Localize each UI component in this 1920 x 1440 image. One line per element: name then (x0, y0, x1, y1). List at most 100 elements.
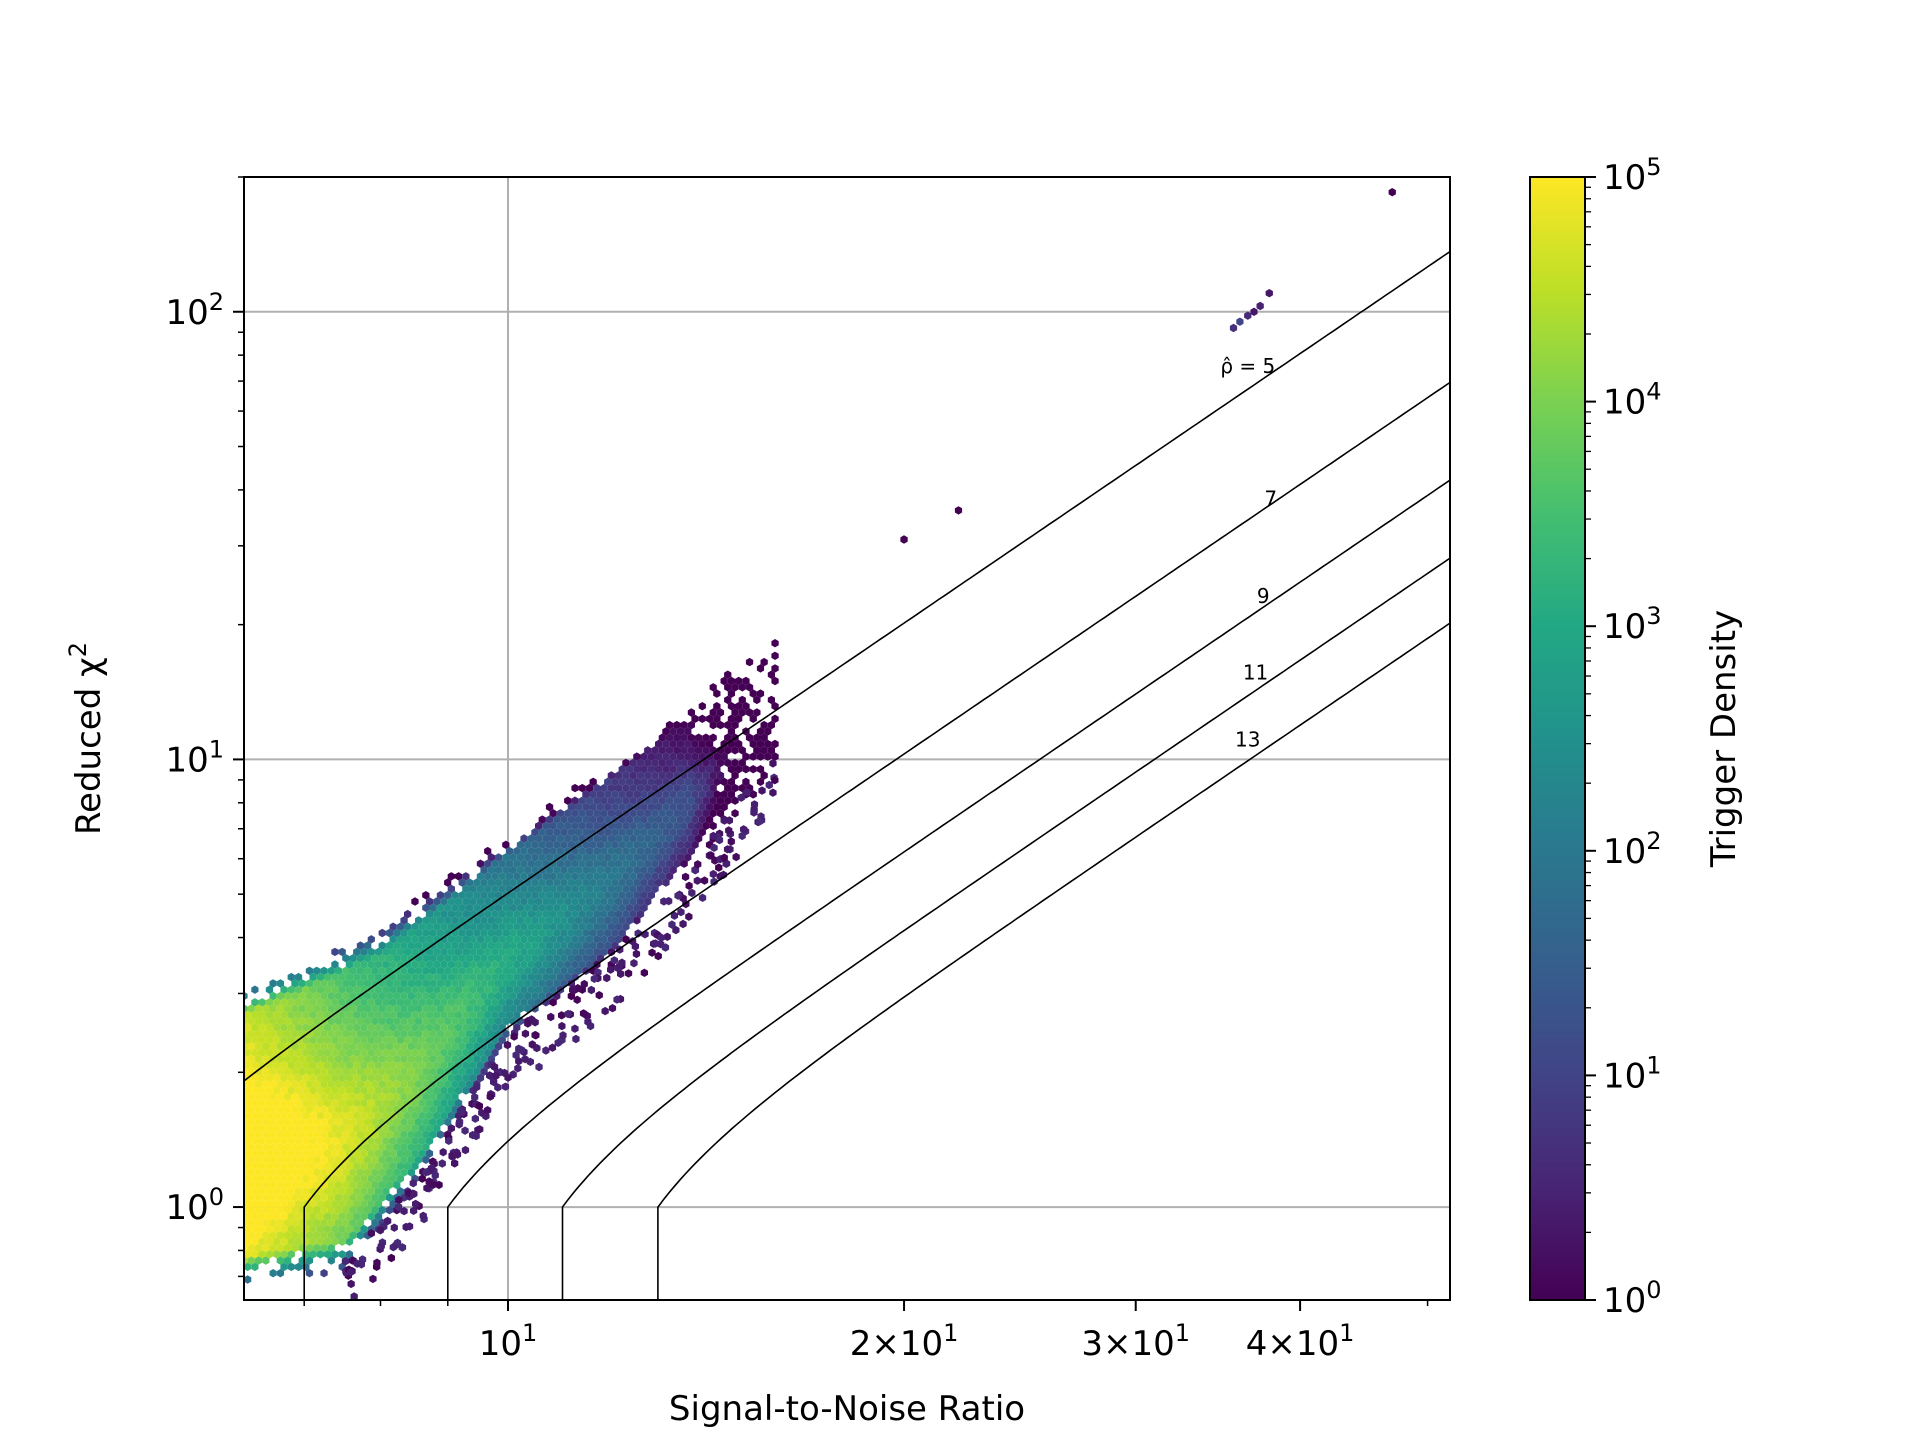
tick-label: 101 (479, 1319, 538, 1364)
hexbin-cell (287, 1073, 295, 1083)
hexbin-cell (593, 821, 601, 831)
hexbin-cell (625, 765, 634, 774)
hexbin-cell (716, 771, 725, 780)
hexbin-cell (473, 903, 481, 912)
hexbin-cell (575, 802, 583, 812)
hexbin-cell (342, 1143, 350, 1152)
hexbin-cell (669, 840, 677, 849)
hexbin-cell (651, 884, 659, 894)
hexbin-cell (356, 1231, 364, 1240)
hexbin-cell (498, 922, 506, 931)
hexbin-cell (705, 777, 714, 786)
hexbin-cell (476, 1061, 485, 1070)
hexbin-cell (731, 771, 739, 780)
hexbin-cell (742, 765, 750, 774)
hexbin-cell (349, 1105, 357, 1114)
hexbin-cell (618, 891, 626, 900)
hexbin-cell (760, 657, 768, 667)
hexbin-cell (331, 960, 339, 969)
hexbin-cell (298, 1168, 306, 1177)
hexbin-cell (684, 853, 692, 862)
hexbin-cell (611, 916, 619, 925)
hexbin-cell (247, 1029, 255, 1038)
hexbin-cell (331, 947, 339, 957)
hexbin-cell (320, 1042, 328, 1051)
hexbin-cell (385, 1067, 394, 1076)
hexbin-cell (633, 865, 641, 875)
hexbin-cell (502, 966, 510, 975)
hexbin-cell (676, 802, 685, 812)
hexbin-cell (738, 708, 746, 717)
hexbin-cell (502, 1004, 510, 1013)
hexbin-cell (756, 727, 765, 736)
hexbin-cell (476, 960, 485, 969)
hexbin-cell (487, 1017, 495, 1026)
hexbin-cell (633, 891, 641, 900)
x-axis-ticks: 101 2×101 3×101 4×101 (303, 1300, 1429, 1364)
hexbin-cell (433, 897, 441, 906)
hexbin-cell (615, 834, 623, 843)
hexbin-cell (269, 1029, 277, 1038)
hexbin-cell (287, 1149, 295, 1158)
hexbin-cell (345, 1212, 354, 1221)
hexbin-cell (495, 966, 503, 975)
hexbin-cell (320, 1067, 328, 1076)
hexbin-cell (410, 1189, 418, 1199)
hexbin-cell (294, 1237, 303, 1246)
hexbin-cell (415, 1143, 423, 1152)
hexbin-cell (676, 727, 685, 736)
hexbin-cell (684, 752, 692, 761)
hexbin-cell (269, 1092, 277, 1101)
hexbin-cell (625, 878, 634, 887)
hexbin-cell (254, 1218, 263, 1227)
hexbin-cell (564, 884, 572, 894)
hexbin-cell (451, 1029, 459, 1038)
hexbin-cell (662, 865, 670, 875)
hexbin-cell (567, 840, 575, 849)
hexbin-cell (280, 1048, 288, 1057)
hexbin-cell (582, 828, 590, 837)
hexbin-cell (582, 865, 590, 875)
hexbin-cell (258, 1111, 266, 1120)
hexbin-cell (713, 802, 721, 812)
hexbin-cell (709, 771, 717, 780)
hexbin-cell (338, 972, 346, 982)
hexbin-cell (393, 1180, 401, 1190)
hexbin-cell (528, 1040, 536, 1049)
hexbin-cell (244, 1098, 252, 1108)
hexbin-cell (349, 1017, 357, 1026)
hexbin-cell (258, 1149, 266, 1158)
hexbin-cell (458, 979, 466, 988)
hexbin-cell (475, 1101, 483, 1111)
hexbin-cell (611, 903, 619, 912)
hexbin-cell (484, 872, 492, 881)
hexbin-cell (520, 947, 528, 957)
hexbin-cell (687, 771, 695, 780)
hexbin-cell (418, 972, 426, 982)
hexbin-cell (404, 1136, 412, 1146)
hexbin-cell (673, 783, 681, 793)
hexbin-cell (545, 828, 554, 837)
hexbin-cell (316, 1161, 324, 1171)
hexbin-cell (644, 834, 652, 843)
hexbin-cell (349, 991, 357, 1001)
hexbin-cell (400, 1004, 408, 1013)
hexbin-cell (382, 998, 390, 1007)
hexbin-cell (422, 1092, 430, 1101)
hexbin-cell (309, 1048, 317, 1057)
hexbin-cell (571, 935, 579, 944)
hexbin-cell (280, 1061, 288, 1070)
hexbin-cell (567, 954, 575, 963)
hexbin-cell (374, 1035, 383, 1045)
hexbin-cell (338, 1250, 346, 1259)
hexbin-cell (680, 720, 688, 730)
hexbin-cell (353, 1023, 361, 1032)
hexbin-cell (276, 1256, 284, 1265)
hexbin-cell (578, 947, 586, 957)
hexbin-cell (749, 752, 757, 761)
hexbin-cell (447, 998, 455, 1007)
hexbin-cell (547, 1012, 555, 1022)
hexbin-cell (579, 1009, 588, 1018)
hexbin-cell (313, 1143, 321, 1152)
outlier-bin (1265, 289, 1273, 298)
